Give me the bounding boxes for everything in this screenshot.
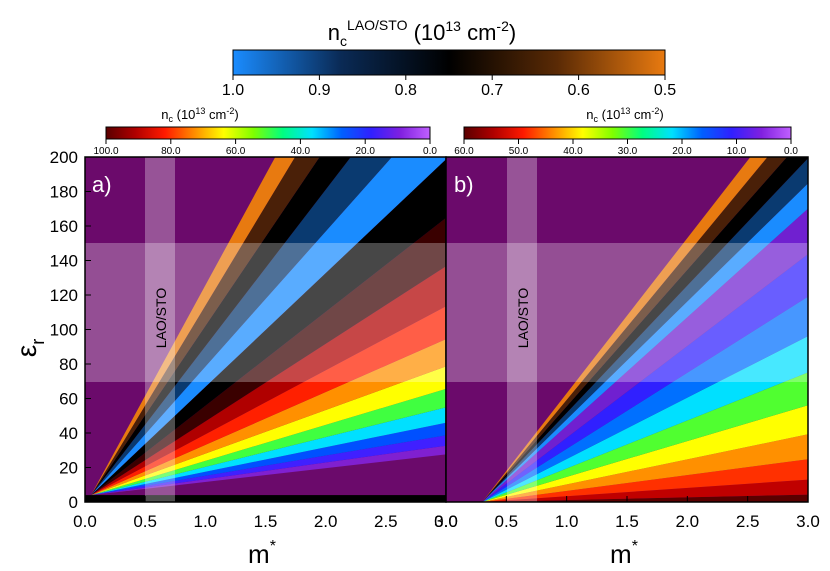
panel-b-highlight-1 xyxy=(482,158,808,502)
panel-b-band-5 xyxy=(482,372,808,502)
y-tick-label: 160 xyxy=(50,217,78,236)
panel-a-x-tick-label: 0.5 xyxy=(133,512,157,531)
colorbar-a-tick-label: 0.0 xyxy=(423,146,437,157)
top-colorbar-tick-label: 0.7 xyxy=(481,82,503,99)
panel-a-band-label: LAO/STO xyxy=(153,288,169,349)
colorbar-b-label: nc (1013 cm-2) xyxy=(586,106,663,124)
panel-a-highlight-3 xyxy=(91,157,320,496)
panel-b-band-3 xyxy=(482,434,808,502)
colorbar-b-tick-label: 10.0 xyxy=(727,146,747,157)
panel-b-band-1 xyxy=(482,479,808,502)
colorbar-b-tick-label: 40.0 xyxy=(563,146,583,157)
panel-b-band-0 xyxy=(482,494,808,502)
top-colorbar-ticks: 1.0 0.9 0.8 0.7 0.6 0.5 xyxy=(222,75,676,99)
colorbar-a-tick-label: 80.0 xyxy=(161,146,181,157)
y-axis-label: εr xyxy=(11,339,48,357)
panel-a-highlight-2 xyxy=(91,157,351,496)
panel-a-x-tick-label: 1.0 xyxy=(194,512,218,531)
panel-a-label: a) xyxy=(92,172,112,197)
panel-b-band-2 xyxy=(482,459,808,502)
y-tick-label: 120 xyxy=(50,286,78,305)
y-tick-label: 100 xyxy=(50,321,78,340)
panel-b-band-4 xyxy=(482,405,808,502)
colorbar-a-tick-label: 40.0 xyxy=(291,146,311,157)
panel-a-highlight-1 xyxy=(91,157,392,496)
panel-a-x-tick-label: 1.5 xyxy=(254,512,278,531)
panel-b-eps-window xyxy=(446,243,808,382)
panel-b-label: b) xyxy=(454,172,474,197)
y-tick-label: 80 xyxy=(59,355,78,374)
x-axis-label-a: m* xyxy=(248,538,276,569)
panel-a-heatmap xyxy=(85,157,446,502)
y-tick-label: 200 xyxy=(50,148,78,167)
panel-b-highlight-0 xyxy=(482,183,808,502)
x-axis-label-b: m* xyxy=(610,538,638,569)
panel-b-x-tick-label: 1.0 xyxy=(555,512,579,531)
colorbar-a-ticks: 100.0 80.0 60.0 40.0 20.0 0.0 xyxy=(93,139,437,157)
panel-b-mstar-window xyxy=(507,157,537,502)
y-tick-label: 140 xyxy=(50,252,78,271)
panel-b-x-tick-label: 0.5 xyxy=(495,512,519,531)
panel-a-x-tick-label: 2.5 xyxy=(374,512,398,531)
panel-b-x-tick-label: 0.0 xyxy=(434,512,458,531)
y-tick-label: 40 xyxy=(59,424,78,443)
panel-a-bands xyxy=(85,157,446,502)
panel-b-band-label: LAO/STO xyxy=(515,288,531,349)
top-colorbar xyxy=(232,49,666,76)
panel-a-x-tick-label: 3.0 xyxy=(434,512,458,531)
top-colorbar-title: ncLAO/STO (1013 cm-2) xyxy=(328,17,516,49)
panel-a-mstar-window xyxy=(145,157,175,502)
panel-a-highlight-4 xyxy=(91,157,296,496)
panel-b-bands xyxy=(482,157,808,502)
panel-b-highlight-2 xyxy=(482,157,808,502)
colorbar-b xyxy=(463,126,792,140)
colorbar-b-tick-label: 0.0 xyxy=(784,146,798,157)
axis-ticks: 0.0 0.5 1.0 1.5 2.0 2.5 3.00.0 0.5 1.0 1.5 2.0 2.5 3… xyxy=(50,148,820,531)
colorbar-b-ticks: 60.0 50.0 40.0 30.0 20.0 10.0 0.0 xyxy=(454,139,798,157)
colorbar-a-tick-label: 100.0 xyxy=(93,146,118,157)
panel-b-x-tick-label: 2.0 xyxy=(676,512,700,531)
top-colorbar-tick-label: 0.8 xyxy=(395,82,417,99)
panel-a-x-tick-label: 2.0 xyxy=(314,512,338,531)
panel-b-x-tick-label: 1.5 xyxy=(615,512,639,531)
colorbar-b-tick-label: 50.0 xyxy=(509,146,529,157)
y-tick-label: 0 xyxy=(69,493,78,512)
y-tick-label: 20 xyxy=(59,459,78,478)
panel-b-highlight-4 xyxy=(482,157,768,502)
panel-a-band-5 xyxy=(91,366,446,496)
panel-b-x-tick-label: 2.5 xyxy=(736,512,760,531)
colorbar-b-tick-label: 20.0 xyxy=(672,146,692,157)
panel-b-heatmap xyxy=(446,157,808,502)
y-tick-label: 60 xyxy=(59,390,78,409)
top-colorbar-tick-label: 1.0 xyxy=(222,82,244,99)
panel-a-highlight-0 xyxy=(91,157,446,496)
panel-b-highlight-3 xyxy=(482,157,787,502)
colorbar-a-tick-label: 60.0 xyxy=(226,146,246,157)
top-colorbar-tick-label: 0.6 xyxy=(567,82,589,99)
top-colorbar-tick-label: 0.5 xyxy=(654,82,676,99)
panel-b-x-tick-label: 3.0 xyxy=(796,512,820,531)
panel-a-band-3 xyxy=(91,407,446,496)
colorbar-b-tick-label: 30.0 xyxy=(618,146,638,157)
top-colorbar-tick-label: 0.9 xyxy=(308,82,330,99)
colorbar-a-label: nc (1013 cm-2) xyxy=(161,106,238,124)
colorbar-b-tick-label: 60.0 xyxy=(454,146,474,157)
y-tick-label: 180 xyxy=(50,183,78,202)
colorbar-a-tick-label: 20.0 xyxy=(355,146,375,157)
colorbar-a xyxy=(105,126,431,140)
panel-a-eps-window xyxy=(85,243,446,382)
panel-a-x-tick-label: 0.0 xyxy=(73,512,97,531)
